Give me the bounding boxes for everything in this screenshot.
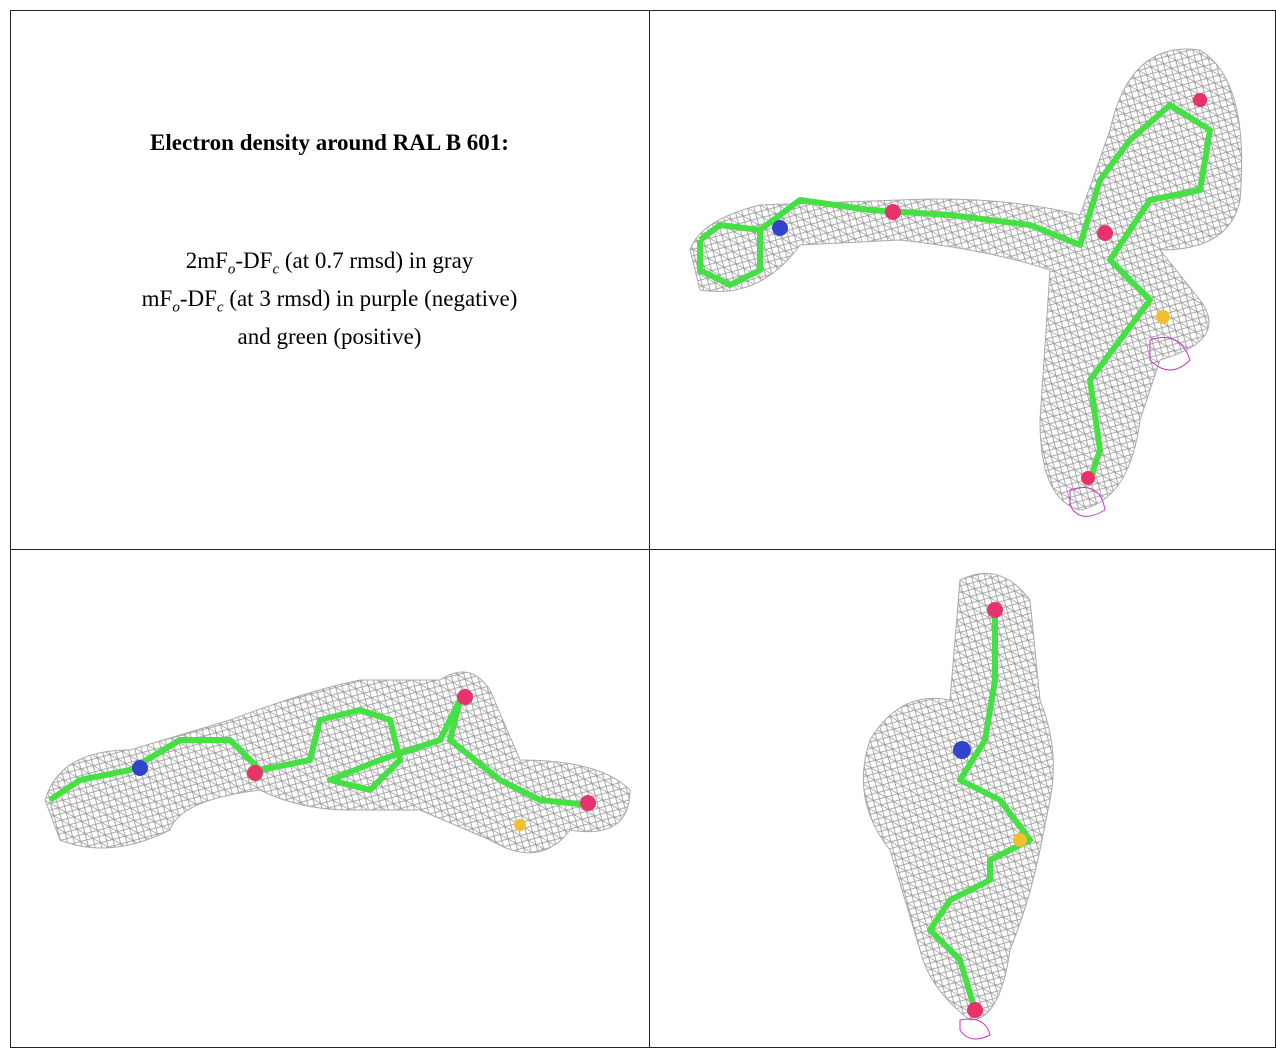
density-view-bottom-right — [862, 572, 1054, 1040]
caption-line: and green (positive) — [10, 324, 649, 350]
text: -DF — [179, 286, 217, 311]
text: -DF — [235, 248, 273, 273]
caption-line: mFo-DFc (at 3 rmsd) in purple (negative) — [10, 286, 649, 317]
text: (at 3 rmsd) in purple (negative) — [223, 286, 518, 311]
text: 2mF — [185, 248, 228, 273]
caption-line: 2mFo-DFc (at 0.7 rmsd) in gray — [10, 248, 649, 279]
text: (at 0.7 rmsd) in gray — [279, 248, 474, 273]
text: mF — [141, 286, 173, 311]
subscript: c — [272, 261, 280, 278]
text: and green (positive) — [237, 324, 422, 349]
density-view-bottom-left — [44, 671, 631, 854]
subscript: c — [216, 299, 224, 316]
density-view-top — [689, 48, 1243, 517]
subscript: o — [172, 299, 180, 316]
subscript: o — [227, 261, 236, 278]
caption-title: Electron density around RAL B 601: — [150, 130, 509, 155]
caption-cell: Electron density around RAL B 601: 2mFo-… — [10, 10, 649, 549]
